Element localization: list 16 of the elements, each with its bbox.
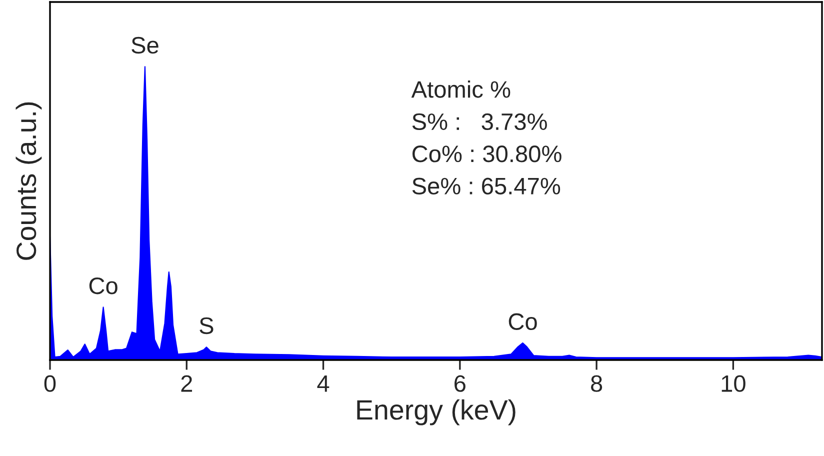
annotation: Co [508, 313, 537, 330]
x-tick-label: 6 [454, 375, 466, 392]
annotation: S% : 3.73% [412, 113, 547, 130]
annotation: Se [132, 36, 158, 54]
x-axis-title: Energy (keV) [357, 399, 516, 426]
y-axis-title: Counts (a.u.) [16, 102, 42, 260]
annotation: Atomic % [411, 80, 510, 98]
x-tick-label: 2 [181, 375, 192, 392]
annotation: Co% : 30.80% [412, 146, 562, 162]
annotation: S [200, 317, 214, 334]
annotation: Co [89, 277, 118, 294]
x-tick-label: 8 [591, 375, 602, 392]
x-tick-label: 4 [317, 375, 330, 392]
x-tick-label: 10 [722, 375, 746, 392]
x-tick-label: 0 [44, 375, 56, 392]
annotation: Se% : 65.47% [412, 178, 560, 194]
